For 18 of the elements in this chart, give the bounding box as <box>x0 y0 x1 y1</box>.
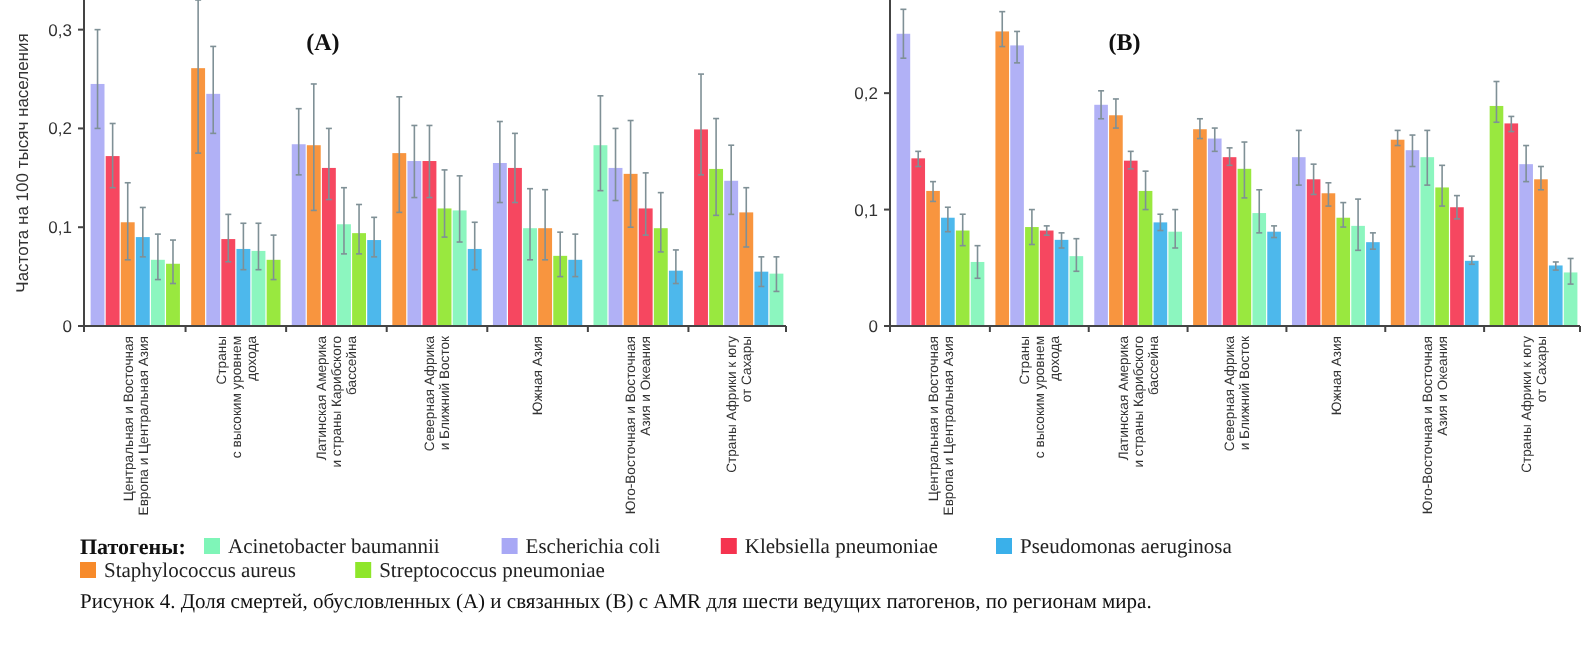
y-tick-label: 0 <box>62 315 73 336</box>
text: (A) <box>306 28 340 56</box>
legend-label: Escherichia coli <box>525 537 661 560</box>
text: Рисунок 4. Доля смертей, обусловленных (A) и связанных (B) с AMR для шести ведущих патогенов, по регионам мира. <box>80 592 1152 614</box>
legend-label: Acinetobacter baumannii <box>228 537 440 560</box>
y-tick-label: 0 <box>868 315 879 336</box>
legend-label: Staphylococcus aureus <box>104 561 296 584</box>
text: (B) <box>1108 28 1141 56</box>
legend-label: Pseudomonas aeruginosa <box>1020 537 1233 560</box>
y-axis-title: Частота на 100 тысяч населения <box>12 32 32 293</box>
legend-label: Streptococcus pneumoniae <box>379 561 606 584</box>
y-tick-label: 0,1 <box>48 217 73 238</box>
y-tick-label: 0,1 <box>854 199 879 220</box>
y-tick-label: 0,3 <box>48 19 73 40</box>
y-tick-label: 0,2 <box>48 118 73 139</box>
y-tick-label: 0,2 <box>854 83 879 104</box>
legend-label: Klebsiella pneumoniae <box>744 537 939 560</box>
legend-title: Патогены: <box>80 535 186 560</box>
